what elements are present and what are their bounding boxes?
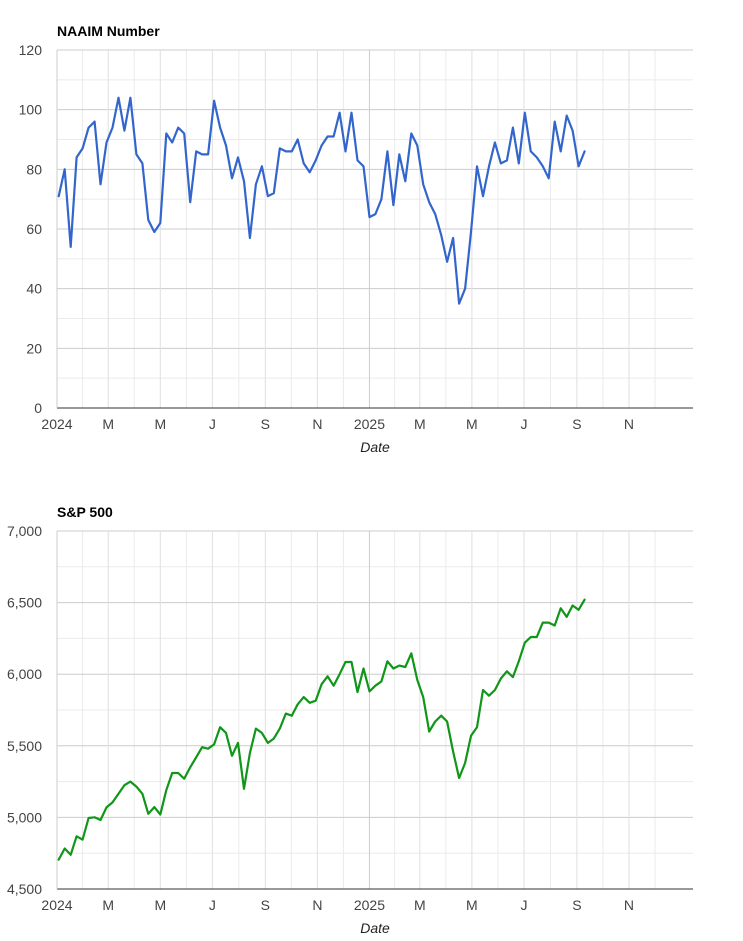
y-tick-label: 40: [26, 281, 42, 297]
x-tick-label: 2024: [41, 897, 72, 913]
sp500-chart: S&P 500 4,500 5,000 5,500 6,000 6,500 7,000 2…: [7, 504, 693, 936]
naaim-chart: NAAIM Number 0 20 40 60 80 100 120 2024 M M J S N 20…: [19, 23, 693, 455]
x-tick-label: S: [572, 897, 581, 913]
x-tick-label: J: [520, 416, 527, 432]
x-tick-label: M: [102, 897, 114, 913]
x-tick-label: J: [209, 416, 216, 432]
x-tick-label: N: [312, 416, 322, 432]
x-tick-label: J: [520, 897, 527, 913]
x-tick-label: N: [624, 897, 634, 913]
y-tick-label: 5,000: [7, 809, 42, 825]
chart-title: NAAIM Number: [57, 23, 160, 39]
x-tick-label: 2024: [41, 416, 72, 432]
x-tick-label: M: [414, 897, 426, 913]
x-tick-label: M: [466, 897, 478, 913]
series-line: [57, 96, 586, 305]
y-tick-label: 60: [26, 221, 42, 237]
x-tick-label: N: [312, 897, 322, 913]
x-tick-label: M: [154, 416, 166, 432]
x-axis-title: Date: [360, 920, 390, 936]
x-axis-title: Date: [360, 439, 390, 455]
x-tick-label: J: [209, 897, 216, 913]
y-tick-label: 20: [26, 340, 42, 356]
x-tick-label: M: [154, 897, 166, 913]
chart-title: S&P 500: [57, 504, 113, 520]
x-tick-label: N: [624, 416, 634, 432]
x-tick-label: 2025: [354, 416, 385, 432]
y-tick-label: 6,000: [7, 666, 42, 682]
x-tick-label: S: [572, 416, 581, 432]
y-tick-label: 80: [26, 161, 42, 177]
x-tick-label: S: [261, 416, 270, 432]
series-line: [57, 598, 586, 861]
y-tick-label: 5,500: [7, 738, 42, 754]
x-tick-label: 2025: [354, 897, 385, 913]
x-tick-label: M: [102, 416, 114, 432]
y-tick-label: 120: [19, 42, 43, 58]
x-tick-label: M: [414, 416, 426, 432]
y-tick-label: 0: [34, 400, 42, 416]
y-tick-label: 100: [19, 102, 43, 118]
x-tick-label: M: [466, 416, 478, 432]
x-tick-label: S: [261, 897, 270, 913]
y-tick-label: 7,000: [7, 523, 42, 539]
y-tick-label: 6,500: [7, 595, 42, 611]
y-tick-label: 4,500: [7, 881, 42, 897]
